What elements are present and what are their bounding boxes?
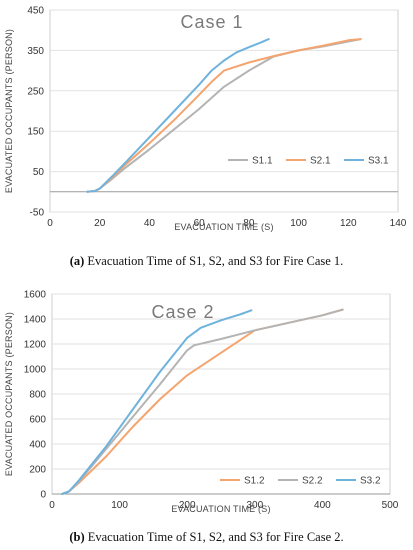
c2-y-tick-label: 1200 <box>24 340 47 351</box>
c1-x-tick-label: 100 <box>290 218 307 229</box>
caption-case-2-text: Evacuation Time of S1, S2, and S3 for Fi… <box>84 530 344 544</box>
c2-y-tick-label: 1000 <box>24 365 47 376</box>
c2-legend-label: S3.2 <box>360 476 381 487</box>
c1-x-tick-label: 20 <box>94 218 106 229</box>
c1-series-line-s3-1 <box>86 38 270 193</box>
c2-y-tick-label: 1600 <box>24 290 47 301</box>
c1-x-tick-label: 0 <box>47 218 53 229</box>
c2-x-tick-label: 0 <box>49 500 55 511</box>
c2-legend-label: S1.2 <box>244 476 265 487</box>
c2-series-line-s1-2 <box>61 308 344 495</box>
caption-case-1: (a) Evacuation Time of S1, S2, and S3 fo… <box>0 254 413 269</box>
c2-y-tick-label: 0 <box>40 490 46 501</box>
c1-legend-label: S1.1 <box>252 156 273 167</box>
c1-y-tick-label: 450 <box>27 6 44 17</box>
chart-case-2-svg: 0 200 400 600 800 1000 1200 1400 1600 0 100 200 300 4… <box>4 290 399 515</box>
c2-y-tick-label: 800 <box>29 390 46 401</box>
c1-x-tick-label: 40 <box>144 218 156 229</box>
c1-x-tick-label: 80 <box>243 218 255 229</box>
c2-chart-title: Case 2 <box>151 302 214 322</box>
c1-x-tick-label: 140 <box>390 218 407 229</box>
c2-series-line-s2-2 <box>61 308 344 495</box>
c1-series-line-s1-1 <box>86 38 362 193</box>
c1-y-tick-label: 350 <box>27 46 44 57</box>
chart-case-1-svg: -50 50 150 250 350 450 0 20 40 60 80 100 120 140 EVACU… <box>4 6 407 233</box>
c1-y-tick-label: 150 <box>27 127 44 138</box>
c2-y-tick-label: 1400 <box>24 315 47 326</box>
c2-y-tick-label: 600 <box>29 415 46 426</box>
c2-series-line-s3-2 <box>61 309 253 495</box>
c1-chart-title: Case 1 <box>180 12 243 32</box>
chart-case-2: 0 200 400 600 800 1000 1200 1400 1600 0 100 200 300 4… <box>0 280 413 520</box>
c2-legend-label: S2.2 <box>302 476 323 487</box>
c2-x-tick-label: 400 <box>314 500 331 511</box>
c2-y-tick-label: 200 <box>29 465 46 476</box>
caption-case-2: (b) Evacuation Time of S1, S2, and S3 fo… <box>0 530 413 545</box>
caption-case-1-label: (a) <box>69 254 85 268</box>
c2-x-tick-label: 200 <box>179 500 196 511</box>
c1-y-axis-title: EVACUATED OCCUPANTS (PERSON) <box>4 29 14 193</box>
caption-case-1-text: Evacuation Time of S1, S2, and S3 for Fi… <box>84 254 344 268</box>
c1-y-tick-label: -50 <box>30 208 45 219</box>
c1-series-line-s2-1 <box>86 38 362 193</box>
chart-case-1: -50 50 150 250 350 450 0 20 40 60 80 100 120 140 EVACU… <box>0 0 413 240</box>
c1-x-tick-label: 60 <box>194 218 206 229</box>
c1-legend-label: S2.1 <box>310 156 331 167</box>
c1-x-axis-title: EVACUATION TIME (S) <box>174 222 273 232</box>
c2-y-axis-title: EVACUATED OCCUPANTS (PERSON) <box>4 312 14 476</box>
c1-y-tick-label: 250 <box>27 86 44 97</box>
c1-legend-label: S3.1 <box>368 156 389 167</box>
c2-x-axis-title: EVACUATION TIME (S) <box>171 504 270 514</box>
c2-x-tick-label: 100 <box>111 500 128 511</box>
caption-case-2-label: (b) <box>69 530 85 544</box>
c2-x-tick-label: 300 <box>246 500 263 511</box>
c1-x-tick-label: 120 <box>340 218 357 229</box>
c1-y-tick-label: 50 <box>33 167 45 178</box>
c2-x-tick-label: 500 <box>382 500 399 511</box>
c2-y-tick-label: 400 <box>29 440 46 451</box>
